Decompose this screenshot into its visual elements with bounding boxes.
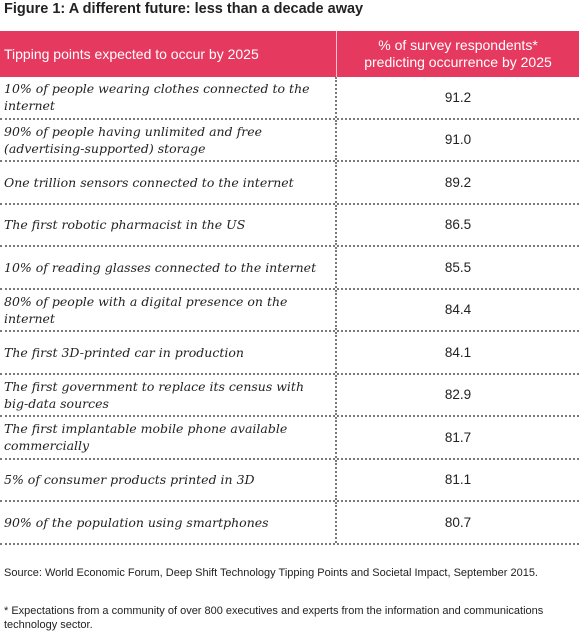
header-tipping-points: Tipping points expected to occur by 2025	[0, 31, 337, 77]
row-label: 10% of people wearing clothes connected …	[0, 77, 337, 118]
table-row: 10% of reading glasses connected to the …	[0, 247, 579, 290]
row-value: 80.7	[444, 514, 472, 530]
row-value: 82.9	[444, 387, 472, 403]
table-row: 80% of people with a digital presence on…	[0, 289, 579, 332]
row-value: 84.1	[444, 344, 472, 360]
figure-title: Figure 1: A different future: less than …	[4, 1, 364, 17]
table-row: 90% of the population using smartphones …	[0, 502, 579, 545]
table-row: 90% of people having unlimited and free …	[0, 119, 579, 162]
table-row: 5% of consumer products printed in 3D 81…	[0, 459, 579, 502]
footnote: * Expectations from a community of over …	[4, 605, 544, 631]
row-value: 81.1	[444, 472, 472, 488]
row-value: 85.5	[444, 259, 472, 275]
row-value: 86.5	[444, 217, 472, 233]
row-label: One trillion sensors connected to the in…	[0, 162, 337, 203]
row-value: 84.4	[444, 302, 472, 318]
row-label: 10% of reading glasses connected to the …	[0, 247, 337, 288]
table-row: One trillion sensors connected to the in…	[0, 162, 579, 205]
row-value: 91.2	[444, 89, 472, 105]
row-label: The first robotic pharmacist in the US	[0, 204, 337, 245]
row-label: 90% of people having unlimited and free …	[0, 119, 337, 160]
row-value: 81.7	[444, 429, 472, 445]
table-row: The first government to replace its cens…	[0, 374, 579, 417]
header-percent-respondents: % of survey respondents* predicting occu…	[337, 31, 579, 77]
tipping-points-table: Tipping points expected to occur by 2025…	[0, 31, 579, 545]
header-percent-line1: % of survey respondents*	[378, 37, 538, 53]
row-label: The first 3D-printed car in production	[0, 332, 337, 373]
row-label: 5% of consumer products printed in 3D	[0, 459, 337, 500]
row-label: 80% of people with a digital presence on…	[0, 289, 337, 330]
table-row: The first 3D-printed car in production 8…	[0, 332, 579, 375]
header-percent-line2: predicting occurrence by 2025	[364, 54, 552, 70]
row-label: The first government to replace its cens…	[0, 374, 337, 415]
row-label: The first implantable mobile phone avail…	[0, 417, 337, 458]
table-row: 10% of people wearing clothes connected …	[0, 77, 579, 120]
row-value: 89.2	[444, 174, 472, 190]
table-header: Tipping points expected to occur by 2025…	[0, 31, 579, 77]
table-row: The first robotic pharmacist in the US 8…	[0, 204, 579, 247]
table-row: The first implantable mobile phone avail…	[0, 417, 579, 460]
row-label: 90% of the population using smartphones	[0, 502, 337, 543]
source-note: Source: World Economic Forum, Deep Shift…	[4, 567, 538, 579]
row-value: 91.0	[444, 132, 472, 148]
